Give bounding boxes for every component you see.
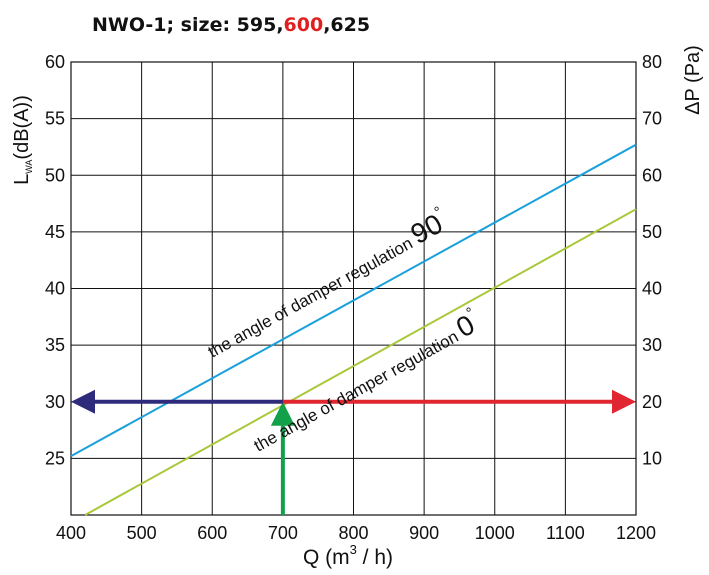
y-left-tick-label: 25 xyxy=(45,448,65,468)
y-left-axis-label-sub: WA xyxy=(24,160,34,174)
y-right-tick-label: 30 xyxy=(642,335,662,355)
y-left-tick-label: 35 xyxy=(45,335,65,355)
y-left-tick-label: 55 xyxy=(45,109,65,129)
x-tick-label: 1200 xyxy=(616,523,656,543)
chart-title-highlight: 600 xyxy=(283,14,324,36)
chart-title-suffix: ,625 xyxy=(323,14,371,36)
y-left-tick-label: 60 xyxy=(45,52,65,72)
y-left-tick-label: 30 xyxy=(45,392,65,412)
x-tick-label: 500 xyxy=(127,523,157,543)
grid xyxy=(70,61,637,516)
x-tick-label: 900 xyxy=(409,523,439,543)
tick-labels: 400 500 600 700 800 900 1000 1100 1200 25 30 35 40 45… xyxy=(45,52,662,543)
y-right-tick-label: 50 xyxy=(642,222,662,242)
x-tick-label: 600 xyxy=(197,523,227,543)
x-axis-label-main: Q (m xyxy=(303,546,350,569)
chart-title: NWO-1; size: 595,600,625 xyxy=(92,14,370,36)
y-left-axis-label-main: L xyxy=(11,174,33,185)
y-right-tick-label: 60 xyxy=(642,165,662,185)
arrow-right-head xyxy=(612,389,636,414)
y-right-tick-label: 20 xyxy=(642,392,662,412)
y-right-axis-label: ΔP (Pa) xyxy=(682,45,704,115)
y-right-tick-label: 40 xyxy=(642,279,662,299)
y-right-tick-label: 70 xyxy=(642,109,662,129)
y-left-tick-label: 45 xyxy=(45,222,65,242)
x-tick-label: 800 xyxy=(338,523,368,543)
x-axis-label: Q (m3 / h) xyxy=(303,542,393,569)
y-left-axis-label-tail: (dB(A)) xyxy=(11,95,33,159)
x-tick-label: 1100 xyxy=(546,523,585,543)
series-line-0 xyxy=(84,208,637,516)
y-right-tick-label: 80 xyxy=(642,52,662,72)
arrows xyxy=(71,389,636,515)
y-left-tick-label: 40 xyxy=(45,279,65,299)
x-axis-label-sup: 3 xyxy=(350,542,357,557)
x-tick-label: 700 xyxy=(268,523,298,543)
x-axis-label-tail: / h) xyxy=(357,546,393,569)
y-left-axis-label: LWA(dB(A)) xyxy=(11,95,34,185)
x-tick-label: 1000 xyxy=(475,523,515,543)
arrow-left-head xyxy=(71,389,95,414)
series-lines xyxy=(70,143,637,516)
y-right-tick-label: 10 xyxy=(642,448,662,468)
y-left-tick-label: 50 xyxy=(45,165,65,185)
series-0-label: the angle of damper regulation0° xyxy=(245,304,485,457)
series-90-label: the angle of damper regulation90° xyxy=(199,203,453,363)
series-0-label-text: the angle of damper regulation xyxy=(251,327,462,456)
series-90-label-text: the angle of damper regulation xyxy=(205,234,416,362)
arrow-up-head xyxy=(270,401,295,426)
x-tick-label: 400 xyxy=(56,523,86,543)
chart-title-prefix: NWO-1; size: 595, xyxy=(92,14,284,36)
series-line-90 xyxy=(70,143,637,457)
series-labels: the angle of damper regulation90° the an… xyxy=(199,203,485,457)
